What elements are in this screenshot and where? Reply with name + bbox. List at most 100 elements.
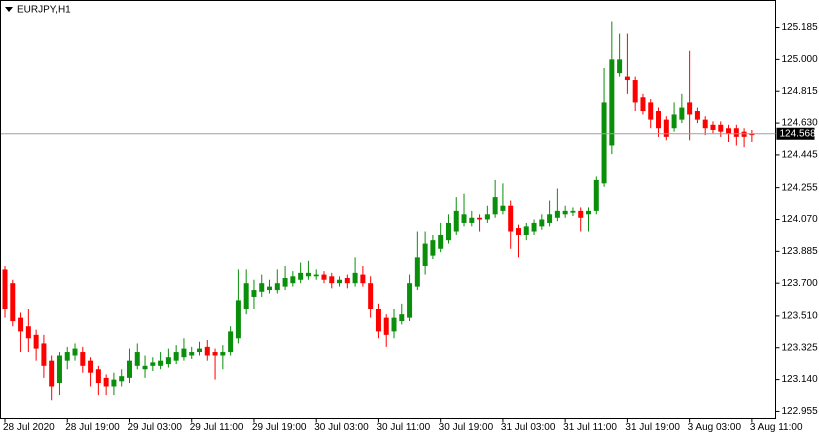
candle-body: [360, 274, 366, 284]
candle-body: [718, 124, 724, 132]
candle-body: [632, 80, 638, 103]
candle-body: [10, 283, 16, 322]
candle-body: [290, 276, 296, 284]
candle-body: [445, 222, 451, 241]
y-tick-label: 123.885: [782, 246, 819, 257]
y-tick-label: 123.510: [782, 311, 819, 322]
candle-body: [702, 119, 708, 129]
candle-body: [383, 317, 389, 335]
y-tick-label: 124.070: [782, 214, 819, 225]
candle-body: [430, 240, 436, 256]
candle-body: [570, 210, 576, 213]
y-tick-label: 123.325: [782, 342, 819, 353]
candle-body: [119, 376, 125, 382]
candle-body: [103, 377, 109, 387]
candle-body: [523, 226, 529, 235]
candle-body: [414, 257, 420, 287]
candle-body: [344, 278, 350, 284]
candle-body: [547, 214, 553, 223]
chart-title: EURJPY,H1: [17, 5, 71, 16]
x-tick-label: 30 Jul 19:00: [439, 422, 494, 433]
candle-body: [134, 352, 140, 366]
collapse-triangle: [5, 7, 13, 12]
candle-body: [399, 314, 405, 322]
candle-body: [282, 278, 288, 287]
candle-body: [95, 369, 101, 384]
candle-body: [173, 352, 179, 361]
x-tick-label: 31 Jul 03:00: [501, 422, 556, 433]
candle-body: [56, 355, 62, 384]
candle-body: [235, 300, 241, 339]
candle-body: [126, 360, 132, 378]
y-tick-label: 124.445: [782, 150, 819, 161]
candle-body: [741, 131, 747, 137]
candle-body: [189, 352, 195, 356]
candle-body: [41, 343, 47, 366]
candle-body: [539, 219, 545, 227]
candle-body: [72, 348, 78, 356]
candle-body: [733, 128, 739, 137]
candle-body: [562, 210, 568, 215]
x-tick-label: 29 Jul 19:00: [252, 422, 307, 433]
candle-body: [640, 97, 646, 112]
candle-body: [508, 205, 514, 232]
y-tick-label: 122.955: [782, 406, 819, 417]
candle-body: [142, 365, 148, 370]
candle-body: [204, 346, 210, 356]
candle-body: [500, 205, 506, 211]
candle-body: [656, 111, 662, 129]
candle-body: [18, 317, 24, 332]
x-tick-label: 30 Jul 03:00: [314, 422, 369, 433]
x-tick-label: 28 Jul 19:00: [65, 422, 120, 433]
candle-body: [2, 269, 8, 310]
candle-body: [259, 283, 265, 292]
candle-body: [165, 357, 171, 365]
candle-body: [88, 360, 94, 373]
y-tick-label: 124.815: [782, 86, 819, 97]
candle-body: [197, 348, 202, 353]
candle-body: [578, 210, 584, 218]
candle-body: [726, 128, 732, 134]
candle-body: [337, 279, 343, 284]
candle-body: [484, 214, 490, 220]
candle-body: [531, 222, 537, 232]
candle-body: [477, 217, 483, 220]
x-tick-label: 3 Aug 11:00: [750, 422, 803, 433]
candle-body: [453, 210, 459, 232]
y-tick-label: 125.185: [782, 22, 819, 33]
candle-body: [422, 243, 428, 266]
candle-body: [749, 133, 755, 136]
y-tick-label: 124.630: [782, 118, 819, 129]
candle-body: [267, 286, 273, 291]
candle-body: [648, 102, 654, 120]
x-tick-label: 28 Jul 2020: [3, 422, 55, 433]
candle-body: [586, 210, 591, 215]
candle-body: [694, 111, 700, 120]
candle-body: [368, 283, 374, 310]
candle-body: [181, 348, 187, 358]
candle-body: [305, 272, 311, 277]
candle-body: [220, 352, 226, 356]
candle-body: [671, 114, 677, 129]
candle-body: [313, 274, 319, 277]
y-tick-label: 123.700: [782, 278, 819, 289]
candle-body: [243, 283, 249, 310]
candle-body: [593, 179, 599, 211]
candle-body: [251, 290, 257, 297]
candle-body: [515, 228, 521, 235]
candle-body: [150, 362, 156, 366]
last-price-box: [776, 127, 815, 140]
candle-body: [617, 59, 623, 74]
candle-body: [438, 234, 444, 249]
x-tick-label: 29 Jul 11:00: [190, 422, 244, 433]
y-tick-label: 125.000: [782, 54, 819, 65]
candle-body: [352, 272, 358, 284]
plot-frame: [0, 0, 776, 419]
x-tick-label: 29 Jul 03:00: [127, 422, 182, 433]
candle-body: [298, 272, 304, 280]
candle-body: [391, 317, 397, 332]
candle-body: [492, 197, 498, 215]
candle-body: [33, 334, 39, 349]
candle-body: [25, 326, 31, 339]
